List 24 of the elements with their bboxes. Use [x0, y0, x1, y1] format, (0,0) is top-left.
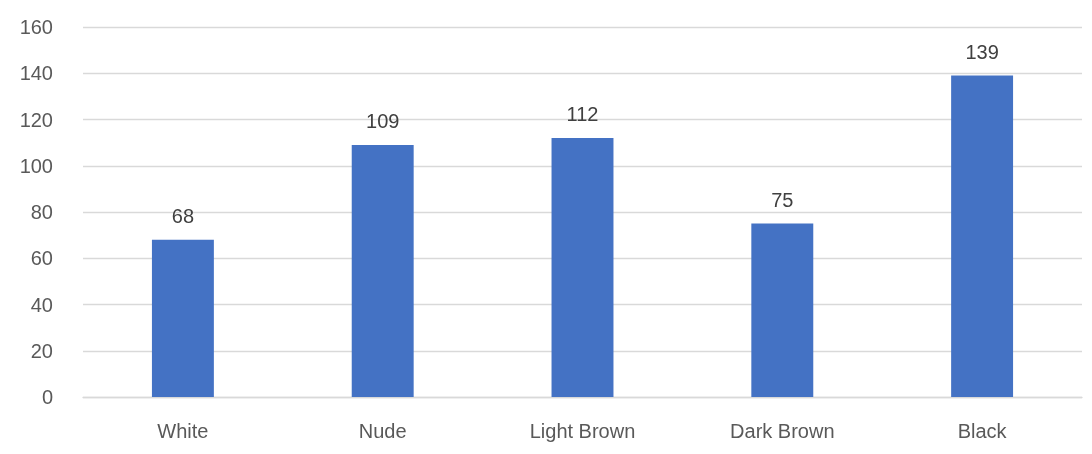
x-tick-label: Black [957, 420, 1008, 442]
y-tick-label: 0 [41, 386, 53, 408]
bar [151, 239, 214, 397]
bar [551, 138, 614, 397]
y-tick-label: 20 [30, 339, 53, 362]
data-label: 75 [771, 188, 794, 211]
data-label: 139 [965, 40, 999, 63]
y-tick-label: 100 [19, 154, 53, 177]
y-tick-label: 80 [30, 201, 53, 223]
x-tick-label: Light Brown [529, 420, 636, 442]
data-label: 68 [171, 204, 195, 227]
x-tick-label: Dark Brown [730, 420, 835, 442]
x-tick-label: White [157, 420, 209, 442]
data-label: 112 [566, 103, 599, 125]
y-tick-label: 140 [19, 62, 53, 85]
bar [951, 75, 1014, 397]
y-tick-label: 160 [19, 16, 53, 38]
bar [351, 144, 414, 397]
y-tick-label: 120 [19, 108, 53, 131]
data-label: 109 [366, 109, 400, 132]
x-tick-label: Nude [358, 420, 407, 442]
y-tick-label: 40 [30, 293, 53, 316]
y-tick-label: 60 [30, 247, 53, 270]
bar [751, 223, 814, 397]
